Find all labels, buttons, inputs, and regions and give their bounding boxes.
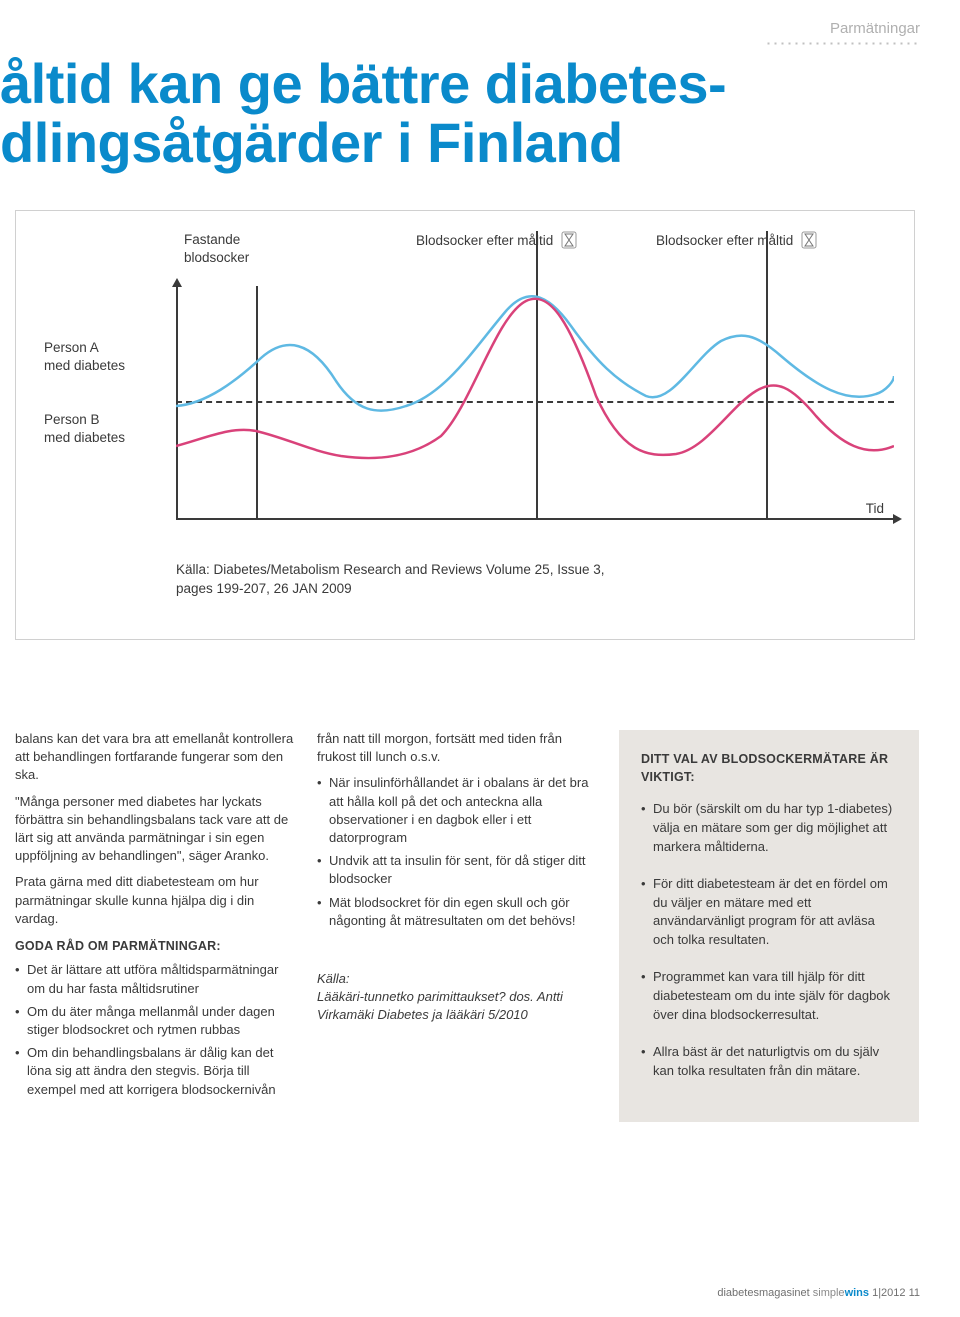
line-personB: [176, 299, 894, 458]
sidebar-box: DITT VAL AV BLODSOCKERMÄTARE ÄR VIKTIGT:…: [619, 730, 919, 1122]
col1-p3: Prata gärna med ditt diabetesteam om hur…: [15, 873, 295, 928]
col2-p1: från natt till morgon, fortsätt med tide…: [317, 730, 597, 766]
body-columns: balans kan det vara bra att emellanåt ko…: [15, 730, 940, 1122]
list-item: För ditt diabetesteam är det en fördel o…: [641, 875, 897, 950]
hourglass-icon: [561, 231, 577, 252]
label-meal1: Blodsocker efter måltid: [416, 231, 577, 252]
label-fasting: Fastande blodsocker: [184, 231, 249, 267]
column-1: balans kan det vara bra att emellanåt ko…: [15, 730, 295, 1122]
sidebar-head: DITT VAL AV BLODSOCKERMÄTARE ÄR VIKTIGT:: [641, 750, 897, 786]
chart-source: Källa: Diabetes/Metabolism Research and …: [176, 561, 604, 599]
list-item: Om du äter många mellanmål under dagen s…: [15, 1003, 295, 1039]
chart-panel: Fastande blodsocker Blodsocker efter mål…: [15, 210, 915, 640]
list-item: Om din behandlingsbalans är dålig kan de…: [15, 1044, 295, 1099]
label-personA: Person A med diabetes: [44, 339, 125, 375]
list-item: Programmet kan vara till hjälp för ditt …: [641, 968, 897, 1025]
col1-list: Det är lättare att utföra måltidsparmätn…: [15, 961, 295, 1098]
list-item: När insulinförhållandet är i obalans är …: [317, 774, 597, 847]
column-2: från natt till morgon, fortsätt med tide…: [317, 730, 597, 1122]
line-personA: [176, 296, 894, 410]
chart-lines: [176, 286, 894, 518]
page-headline: åltid kan ge bättre diabetes- dlingsåtgä…: [0, 55, 726, 173]
category-label: Parmätningar: [830, 20, 920, 37]
list-item: Allra bäst är det naturligtvis om du sjä…: [641, 1043, 897, 1081]
hourglass-icon: [801, 231, 817, 252]
col2-list: När insulinförhållandet är i obalans är …: [317, 774, 597, 930]
headline-line1: åltid kan ge bättre diabetes-: [0, 55, 726, 114]
axis-x: [176, 518, 894, 520]
list-item: Undvik att ta insulin för sent, för då s…: [317, 852, 597, 888]
col1-subhead: GODA RÅD OM PARMÄTNINGAR:: [15, 938, 295, 956]
list-item: Du bör (särskilt om du har typ 1-diabete…: [641, 800, 897, 857]
label-personB: Person B med diabetes: [44, 411, 125, 447]
list-item: Det är lättare att utföra måltidsparmätn…: [15, 961, 295, 997]
col1-p2: "Många personer med diabetes har lyckats…: [15, 793, 295, 866]
page-footer: diabetesmagasinet simplewins 1|2012 11: [717, 1287, 920, 1299]
headline-line2: dlingsåtgärder i Finland: [0, 114, 726, 173]
label-meal2: Blodsocker efter måltid: [656, 231, 817, 252]
col2-source: Källa: Lääkäri-tunnetko parimittaukset? …: [317, 970, 597, 1025]
category-dotline: [765, 42, 920, 45]
sidebar-list: Du bör (särskilt om du har typ 1-diabete…: [641, 800, 897, 1080]
list-item: Mät blodsockret för din egen skull och g…: [317, 894, 597, 930]
col1-p1: balans kan det vara bra att emellanåt ko…: [15, 730, 295, 785]
